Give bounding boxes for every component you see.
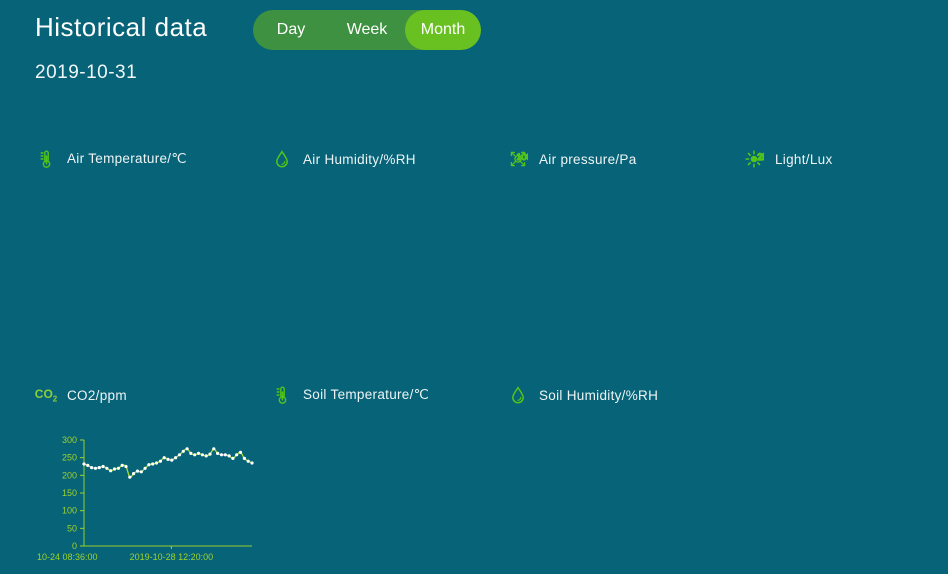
chart-card-air-pressure: 020,00040,00060,00080,000100,000019-10-0… <box>494 148 730 384</box>
chart-title: Soil Humidity/%RH <box>539 387 659 403</box>
svg-text:10-24 08:36:00: 10-24 08:36:00 <box>37 552 98 562</box>
chart-title: Air pressure/Pa <box>539 151 637 167</box>
tab-month[interactable]: Month <box>405 10 481 50</box>
svg-text:50: 50 <box>67 523 77 533</box>
pressure-icon: 020,00040,00060,00080,000100,000019-10-0… <box>508 149 528 169</box>
date-label: 2019-10-31 <box>35 62 138 83</box>
svg-text:150: 150 <box>62 488 77 498</box>
sun-icon: 05,00010,00015,00020,00025,00019-10-24 0… <box>744 149 764 169</box>
chart-title: Air Humidity/%RH <box>303 151 416 167</box>
tab-week[interactable]: Week <box>329 10 405 50</box>
chart-card-header: 020,00040,00060,00080,000100,000019-10-0… <box>508 148 730 170</box>
svg-text:300: 300 <box>62 435 77 445</box>
svg-text:100,000: 100,000 <box>516 152 528 162</box>
line-chart <box>36 196 258 330</box>
svg-text:25,000: 25,000 <box>757 152 764 162</box>
chart-title: Soil Temperature/℃ <box>303 387 430 402</box>
chart-title: Air Temperature/℃ <box>67 151 187 166</box>
chart-card-light: 05,00010,00015,00020,00025,00019-10-24 0… <box>730 148 948 384</box>
line-chart <box>272 196 494 330</box>
svg-text:100: 100 <box>62 506 77 516</box>
line-chart: 0 50 100 150 200 250 300 10-24 08:36:00 2019-10-… <box>37 435 254 562</box>
line-chart <box>744 196 948 330</box>
chart-card-header: CO2 CO2/ppm <box>34 384 258 406</box>
chart-card-header: 05,00010,00015,00020,00025,00019-10-24 0… <box>744 148 948 170</box>
line-chart <box>272 432 494 566</box>
chart-card-co2: CO2 CO2/ppm 0 50 100 150 200 250 300 10-24 08:3… <box>22 384 258 574</box>
svg-text:200: 200 <box>62 470 77 480</box>
chart-title: Light/Lux <box>775 151 833 167</box>
svg-text:250: 250 <box>62 453 77 463</box>
chart-title: CO2/ppm <box>67 387 127 403</box>
co2-icon: CO2 <box>34 386 58 404</box>
line-chart <box>508 432 730 566</box>
page-title: Historical data <box>35 12 208 42</box>
line-chart <box>508 196 730 330</box>
svg-text:2019-10-28 12:20:00: 2019-10-28 12:20:00 <box>130 552 214 562</box>
tab-day[interactable]: Day <box>253 10 329 50</box>
time-range-tabs: Day Week Month <box>253 10 481 50</box>
svg-text:0: 0 <box>72 541 77 551</box>
